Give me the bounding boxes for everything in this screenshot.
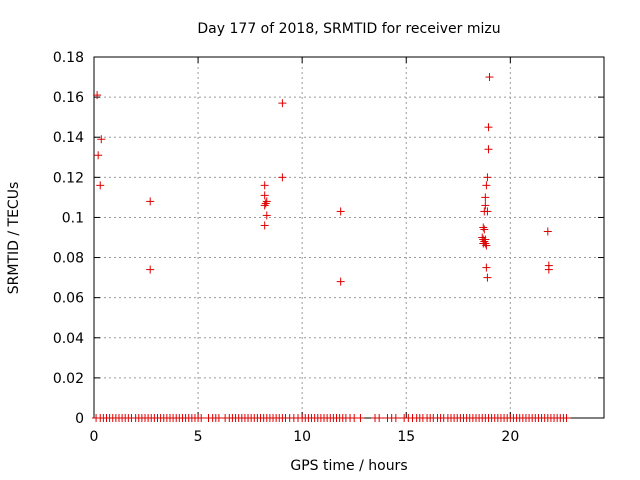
data-point bbox=[543, 227, 552, 236]
data-point bbox=[261, 199, 270, 208]
axis-ticks: 0 0.02 0.04 0.06 0.08 0.1 0.12 0.14 0.16 0.18 0 5 10… bbox=[53, 50, 604, 445]
data-point bbox=[146, 265, 155, 274]
data-point bbox=[278, 99, 287, 108]
data-point bbox=[481, 235, 490, 244]
data-point bbox=[483, 173, 492, 182]
data-point bbox=[262, 211, 271, 220]
y-tick-label: 0.14 bbox=[53, 130, 84, 146]
y-tick-label: 0.1 bbox=[62, 210, 84, 226]
data-point-zero bbox=[391, 414, 400, 422]
data-point bbox=[336, 277, 345, 286]
y-tick-label: 0 bbox=[75, 411, 84, 427]
data-point bbox=[482, 181, 491, 190]
y-tick-label: 0.08 bbox=[53, 251, 84, 267]
data-point bbox=[94, 151, 103, 160]
x-tick-label: 15 bbox=[397, 429, 415, 445]
data-point bbox=[484, 145, 493, 154]
data-point bbox=[480, 225, 489, 234]
data-points bbox=[92, 73, 571, 422]
y-tick-label: 0.18 bbox=[53, 50, 84, 66]
data-point bbox=[93, 91, 102, 100]
data-point bbox=[482, 263, 491, 272]
data-point bbox=[260, 201, 269, 210]
data-point-zero bbox=[562, 414, 571, 422]
x-tick-label: 0 bbox=[90, 429, 99, 445]
y-tick-label: 0.02 bbox=[53, 371, 84, 387]
data-point bbox=[146, 197, 155, 206]
y-tick-label: 0.06 bbox=[53, 291, 84, 307]
data-point bbox=[260, 181, 269, 190]
x-axis-label: GPS time / hours bbox=[290, 458, 407, 474]
data-point bbox=[544, 265, 553, 274]
data-point-zero bbox=[375, 414, 384, 422]
data-point bbox=[485, 73, 494, 82]
data-point bbox=[483, 207, 492, 216]
data-point bbox=[278, 173, 287, 182]
data-point bbox=[483, 273, 492, 282]
y-axis-label: SRMTID / TECUs bbox=[6, 182, 22, 295]
data-point bbox=[479, 239, 488, 248]
y-tick-label: 0.12 bbox=[53, 170, 84, 186]
data-point bbox=[260, 191, 269, 200]
data-point-zero bbox=[356, 414, 365, 422]
data-point bbox=[260, 221, 269, 230]
y-tick-label: 0.04 bbox=[53, 331, 84, 347]
data-point-zero bbox=[197, 414, 206, 422]
data-point bbox=[97, 135, 106, 144]
data-point bbox=[96, 181, 105, 190]
x-tick-label: 20 bbox=[501, 429, 519, 445]
data-point bbox=[480, 237, 489, 246]
grid bbox=[94, 57, 604, 418]
data-point bbox=[262, 197, 271, 206]
data-point bbox=[479, 223, 488, 232]
x-tick-label: 10 bbox=[293, 429, 311, 445]
y-tick-label: 0.16 bbox=[53, 90, 84, 106]
data-point bbox=[481, 201, 490, 210]
chart-title: Day 177 of 2018, SRMTID for receiver miz… bbox=[197, 21, 500, 37]
data-point bbox=[481, 193, 490, 202]
plot-frame bbox=[93, 56, 605, 419]
data-point bbox=[484, 123, 493, 132]
x-tick-label: 5 bbox=[194, 429, 203, 445]
data-point bbox=[336, 207, 345, 216]
